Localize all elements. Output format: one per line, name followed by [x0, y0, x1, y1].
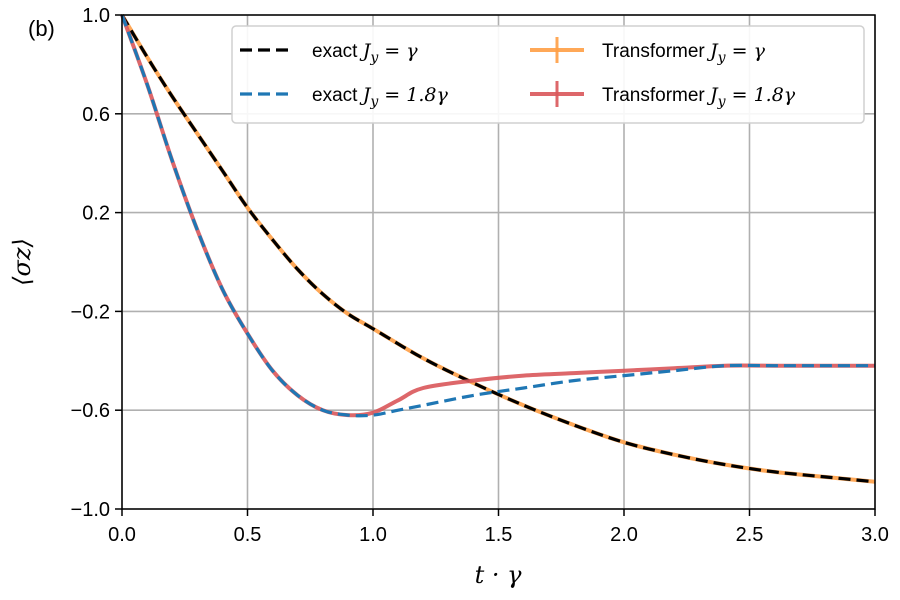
- legend-label: exact Jy = 1.8γ: [312, 84, 448, 110]
- series-layer: [120, 13, 876, 484]
- x-axis-label: t · γ: [475, 561, 523, 589]
- x-tick-label: 1.0: [359, 524, 387, 546]
- legend: exact Jy = γ exact Jy = 1.8γ Transformer J…: [231, 25, 865, 124]
- panel-label: (b): [28, 16, 55, 41]
- y-tick-label: 0.6: [82, 104, 110, 126]
- legend-box: [231, 25, 865, 124]
- legend-label: Transformer Jy = 1.8γ: [602, 84, 796, 110]
- series-line-exact-Jy-1-8gamma: [120, 14, 875, 418]
- y-tick-label: −1.0: [71, 499, 110, 521]
- legend-label: exact Jy = γ: [312, 40, 418, 66]
- legend-item-exact-Jy-gamma: exact Jy = γ: [240, 40, 418, 66]
- legend-item-transformer-Jy-1-8gamma: Transformer Jy = 1.8γ: [530, 81, 796, 110]
- axis-ticks: 0.0 0.5 1.0 1.5 2.0 2.5 3.0 1.0 0.6 0.2 −0.2 −0.6 −1…: [71, 5, 889, 546]
- y-axis-label: ⟨σz⟩: [8, 238, 36, 286]
- x-tick-label: 0.0: [108, 524, 136, 546]
- legend-label: Transformer Jy = γ: [602, 40, 766, 66]
- x-tick-label: 0.5: [234, 524, 262, 546]
- legend-item-exact-Jy-1-8gamma: exact Jy = 1.8γ: [240, 84, 448, 110]
- y-tick-label: 1.0: [82, 5, 110, 27]
- y-tick-label: −0.2: [71, 301, 110, 323]
- y-tick-label: −0.6: [71, 400, 110, 422]
- series-line-exact-Jy-gamma: [120, 14, 876, 484]
- x-tick-label: 2.0: [610, 524, 638, 546]
- x-tick-label: 3.0: [861, 524, 889, 546]
- x-tick-label: 2.5: [736, 524, 764, 546]
- y-tick-label: 0.2: [82, 203, 110, 225]
- x-tick-label: 1.5: [485, 524, 513, 546]
- legend-item-transformer-Jy-gamma: Transformer Jy = γ: [530, 37, 766, 66]
